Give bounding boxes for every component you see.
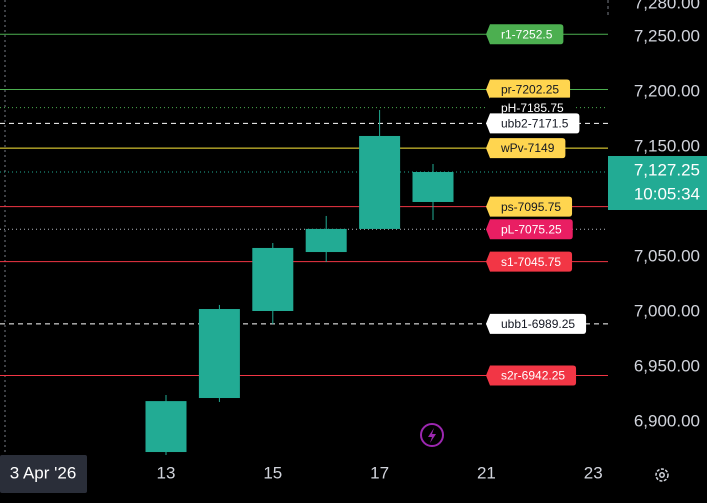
level-label-text: pL-7075.25: [501, 222, 562, 236]
icon-bolt: [428, 428, 436, 443]
level-label-bg: [486, 79, 571, 100]
level-label-text: ps-7095.75: [501, 200, 561, 214]
level-label-bg: [486, 113, 580, 134]
level-label: r1-7252.5: [486, 24, 564, 45]
date-badge-text: 3 Apr '26: [10, 463, 77, 482]
candle-body: [305, 228, 347, 253]
settings-button[interactable]: [655, 468, 669, 482]
level-label: pH-7185.75: [486, 97, 575, 118]
x-tick-label: 17: [370, 463, 389, 482]
level-label-text: wPv-7149: [500, 141, 555, 155]
level-label: ubb1-6989.25: [486, 313, 587, 334]
x-tick-label: 15: [263, 463, 282, 482]
level-label: ps-7095.75: [486, 196, 573, 217]
y-tick-label: 7,200.00: [634, 81, 700, 100]
gear-outer: [655, 468, 669, 482]
date-badge: [0, 455, 87, 493]
y-tick-label: 6,950.00: [634, 356, 700, 375]
y-tick-label: 7,280.00: [634, 0, 700, 12]
level-label: s2r-6942.25: [486, 365, 577, 386]
level-label-bg: [486, 313, 587, 334]
level-label-text: pH-7185.75: [501, 101, 564, 115]
level-label-text: s2r-6942.25: [501, 369, 565, 383]
level-label: pr-7202.25: [486, 79, 571, 100]
level-label-text: s1-7045.75: [501, 255, 561, 269]
y-tick-label: 7,150.00: [634, 136, 700, 155]
gear-inner: [659, 472, 665, 478]
y-tick-label: 7,000.00: [634, 301, 700, 320]
level-label-bg: [486, 24, 564, 45]
candle-body: [252, 247, 294, 311]
y-tick-label: 6,900.00: [634, 411, 700, 430]
y-tick-label: 7,250.00: [634, 26, 700, 45]
icon-ring: [420, 423, 444, 447]
last-price-box: [608, 156, 707, 211]
level-label-bg: [486, 365, 577, 386]
level-label-bg: [486, 97, 575, 118]
lightning-icon[interactable]: [420, 423, 444, 447]
x-tick-label: 13: [157, 463, 176, 482]
level-label: wPv-7149: [486, 138, 566, 159]
x-tick-label: 23: [584, 463, 603, 482]
level-label-bg: [486, 138, 566, 159]
candle-body: [145, 401, 187, 453]
level-label: pL-7075.25: [486, 219, 573, 240]
level-label-text: ubb2-7171.5: [501, 116, 569, 130]
last-price-label: 7,127.25: [634, 160, 700, 179]
level-label: s1-7045.75: [486, 251, 573, 272]
candle-body: [412, 172, 454, 202]
level-label-text: r1-7252.5: [501, 27, 553, 41]
level-label-bg: [486, 196, 573, 217]
y-axis: 7,280.00 7,250.00 7,200.00 7,150.00 7,050.00…: [608, 0, 707, 430]
level-label-text: ubb1-6989.25: [501, 317, 575, 331]
x-tick-label: 21: [477, 463, 496, 482]
level-label-bg: [486, 251, 573, 272]
level-label: ubb2-7171.5: [486, 113, 580, 134]
candle-body: [359, 135, 401, 229]
level-label-text: pr-7202.25: [501, 83, 559, 97]
y-tick-label: 7,050.00: [634, 246, 700, 265]
candle-body: [198, 309, 240, 399]
level-labels: r1-7252.5 pr-7202.25 pH-7185.75ubb2-7171.5…: [486, 24, 587, 386]
countdown-label: 10:05:34: [634, 184, 700, 203]
level-label-bg: [486, 219, 573, 240]
x-axis: 3 Apr '26 13 15 17 21 23: [0, 455, 603, 493]
